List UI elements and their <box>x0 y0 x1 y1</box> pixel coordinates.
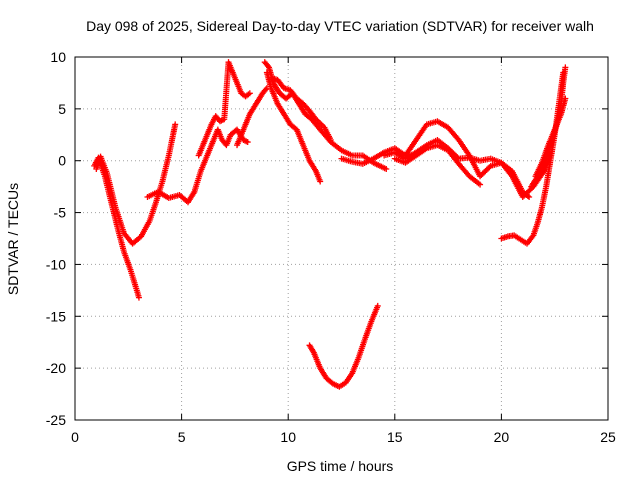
data-point <box>243 138 250 145</box>
data-point <box>244 139 251 146</box>
y-tick-label: -25 <box>46 412 66 428</box>
grid-lines <box>75 57 608 420</box>
data-point <box>477 181 484 188</box>
data-point <box>327 136 334 143</box>
series-track-c <box>144 126 251 206</box>
data-points <box>91 59 569 390</box>
chart-title: Day 098 of 2025, Sidereal Day-to-day VTE… <box>86 18 594 34</box>
data-point <box>262 86 269 93</box>
x-axis-label: GPS time / hours <box>287 458 394 474</box>
series-track-m <box>498 69 567 247</box>
axis-ticks: 0 5 10 15 20 25 -25 -20 -15 -10 -5 0 5 10 <box>46 49 616 445</box>
series-track-d <box>195 59 253 159</box>
series-track-o <box>532 95 569 180</box>
series-track-i <box>306 302 381 390</box>
y-tick-label: 0 <box>58 153 66 169</box>
series-track-a <box>91 154 142 301</box>
y-tick-label: -10 <box>46 256 66 272</box>
y-tick-label: 10 <box>50 49 66 65</box>
x-tick-label: 20 <box>494 429 510 445</box>
y-tick-label: -5 <box>54 205 67 221</box>
data-point <box>264 63 271 70</box>
series-track-f <box>263 69 324 185</box>
x-tick-label: 0 <box>71 429 79 445</box>
series-track-l <box>391 142 484 188</box>
y-axis-label: SDTVAR / TECUs <box>5 183 21 295</box>
data-point <box>317 178 324 185</box>
x-tick-label: 25 <box>600 429 616 445</box>
data-point <box>135 294 142 301</box>
series-track-j <box>338 118 533 201</box>
series-track-k <box>381 136 554 201</box>
data-point <box>562 64 569 71</box>
data-point <box>383 166 390 173</box>
series-track-g <box>261 59 390 173</box>
data-point <box>246 90 253 97</box>
x-tick-label: 5 <box>178 429 186 445</box>
data-point <box>172 121 179 128</box>
series-track-e <box>234 85 270 149</box>
plot-frame <box>74 56 609 421</box>
y-tick-label: 5 <box>58 101 66 117</box>
data-point <box>526 194 533 201</box>
series-track-b <box>93 121 179 247</box>
x-tick-label: 10 <box>280 429 296 445</box>
data-point <box>486 164 493 171</box>
y-tick-label: -20 <box>46 360 66 376</box>
x-tick-label: 15 <box>387 429 403 445</box>
data-point <box>374 302 381 309</box>
series-track-h <box>268 74 334 143</box>
y-tick-label: -15 <box>46 308 66 324</box>
data-point <box>562 95 569 102</box>
